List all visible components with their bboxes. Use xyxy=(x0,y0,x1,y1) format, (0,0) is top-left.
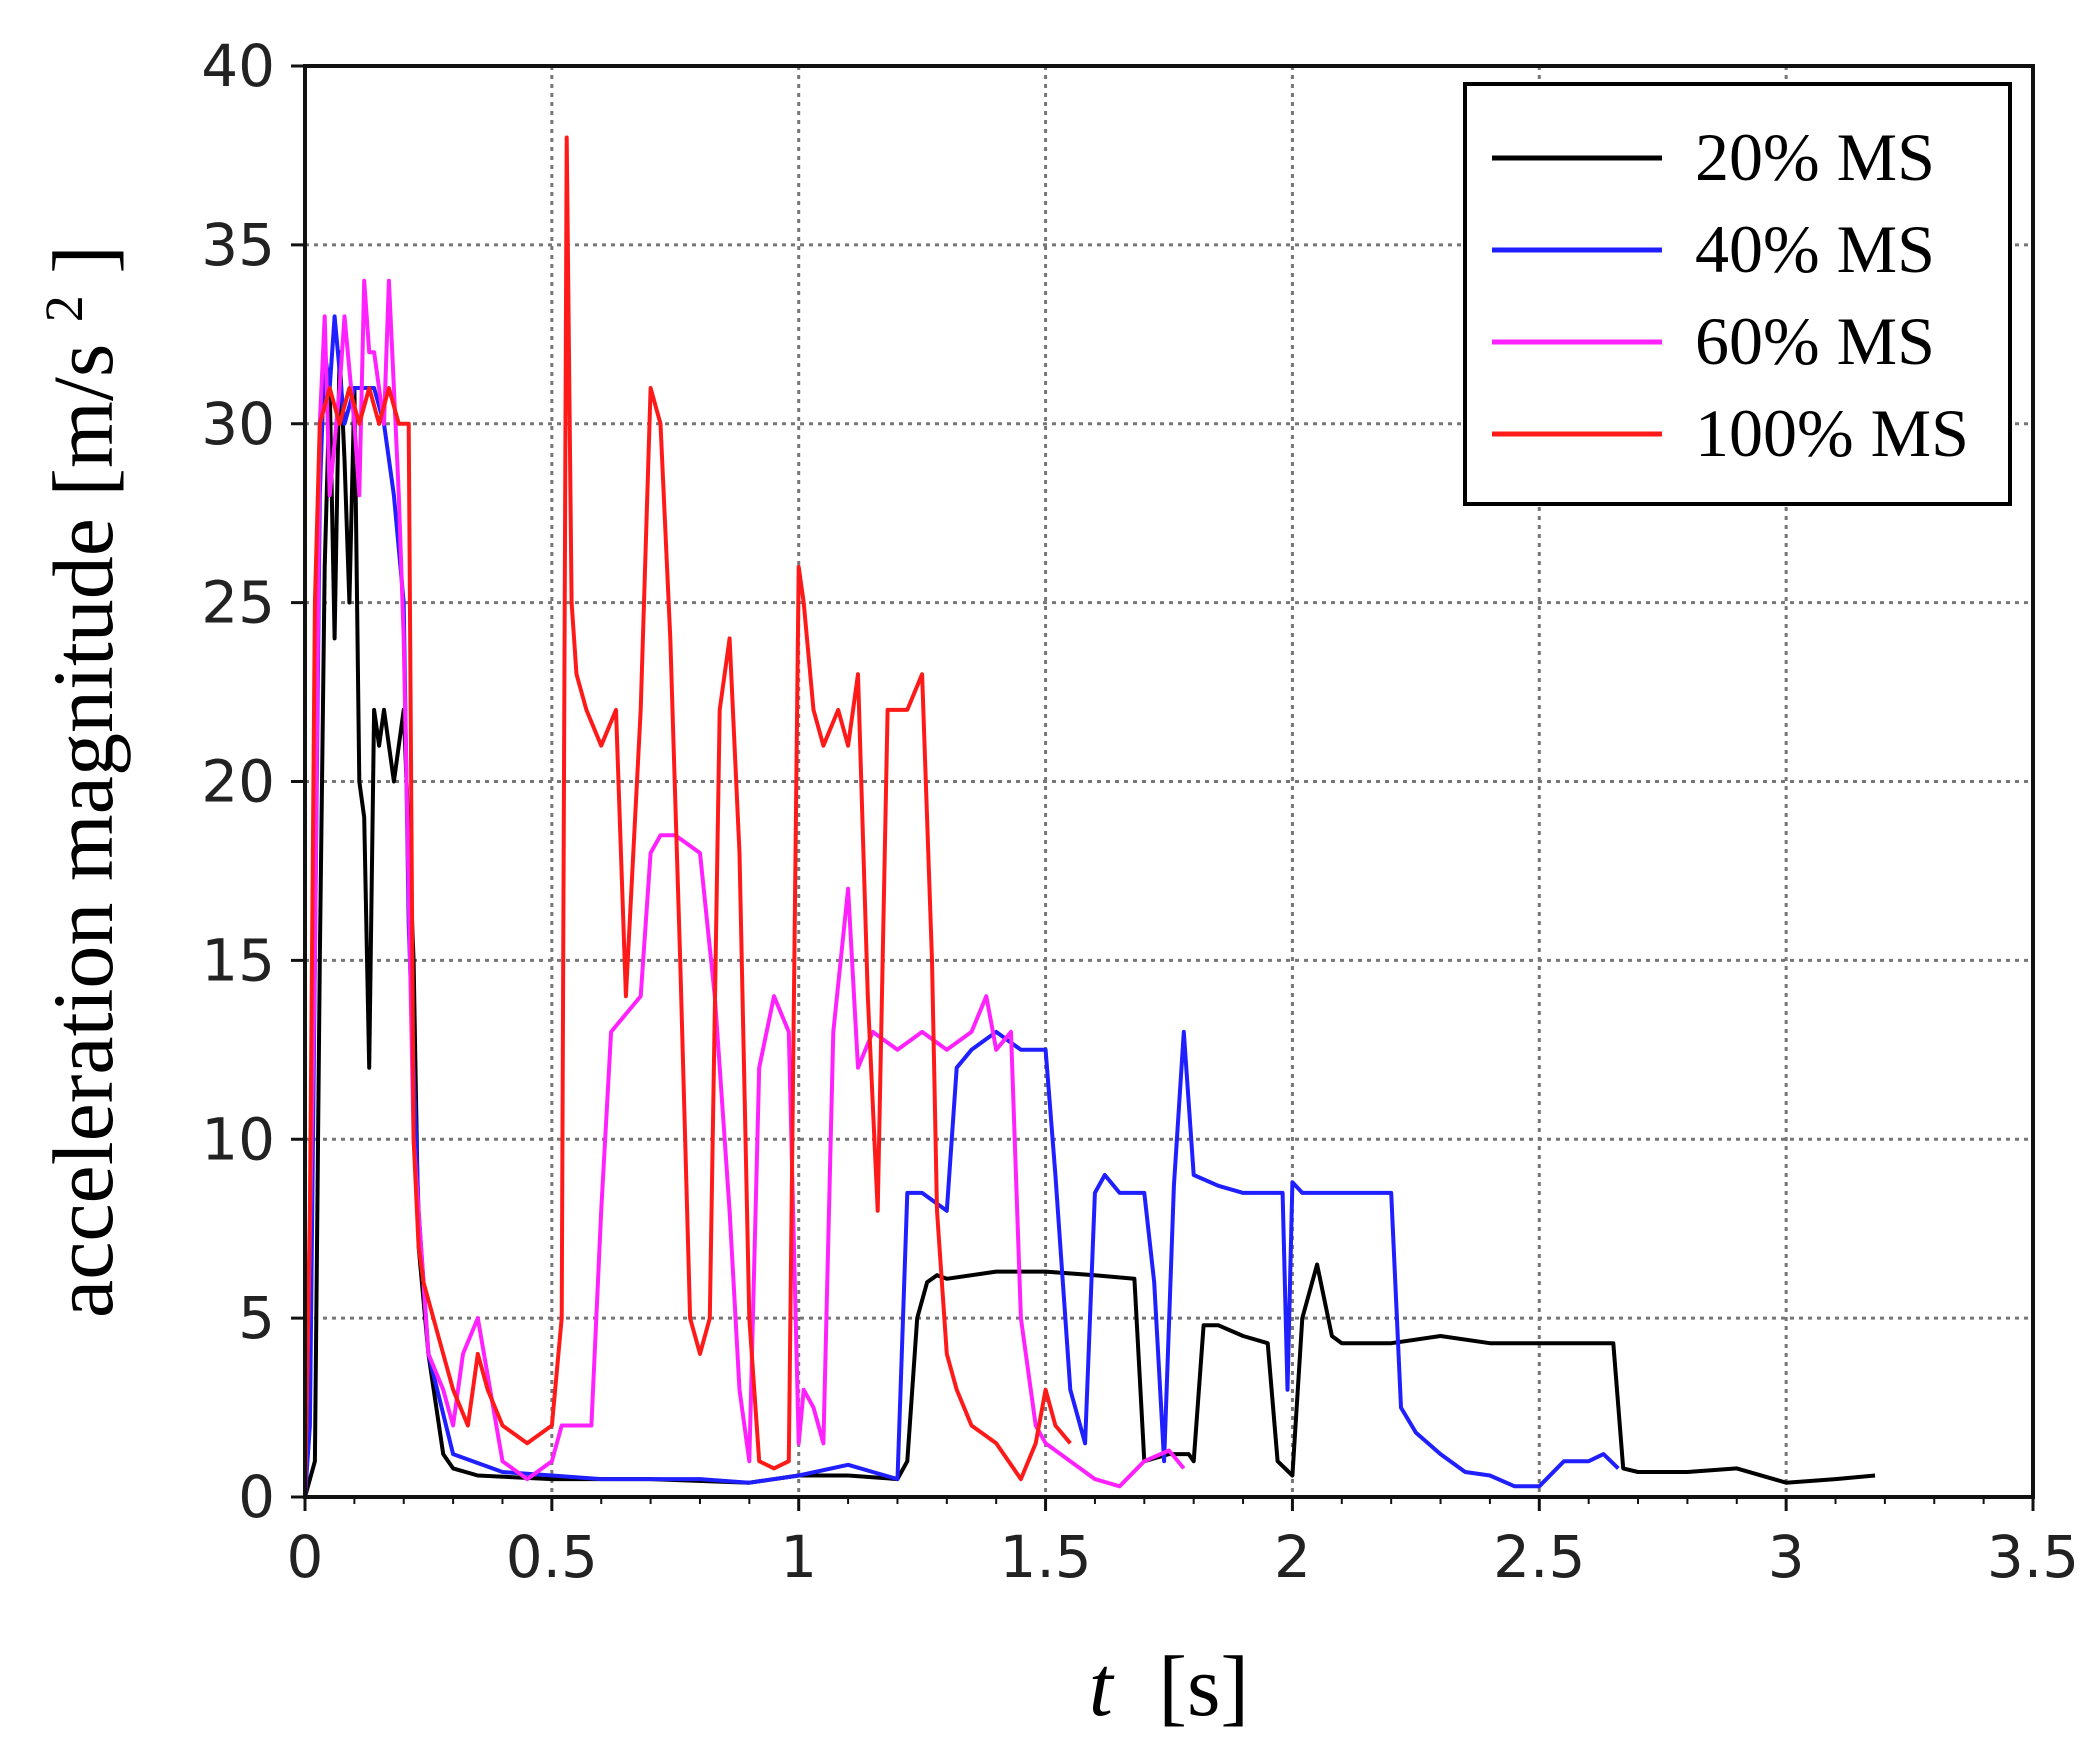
x-axis-title: t [s] xyxy=(1089,1638,1249,1734)
legend: 20% MS 40% MS 60% MS 100% MS xyxy=(1463,82,2012,506)
y-axis-label-superscript: 2 xyxy=(34,295,94,322)
series-layer xyxy=(303,135,1876,1498)
x-tick-label: 2.5 xyxy=(1493,1523,1585,1591)
x-tick-label: 0.5 xyxy=(506,1523,598,1591)
x-tick-label: 3.5 xyxy=(1987,1523,2079,1591)
legend-label-20pct-ms: 20% MS xyxy=(1695,119,1935,195)
series-line-100pct-ms xyxy=(303,135,1072,1498)
series-line-60pct-ms xyxy=(303,278,1186,1498)
x-axis-unit: [s] xyxy=(1158,1638,1249,1734)
ticks xyxy=(291,64,2035,1511)
y-tick-label: 5 xyxy=(238,1284,275,1352)
legend-label-100pct-ms: 100% MS xyxy=(1695,395,1969,471)
x-tick-label: 1 xyxy=(780,1523,817,1591)
y-axis-label-close: ] xyxy=(35,245,131,274)
y-tick-label: 40 xyxy=(201,32,275,100)
x-tick-label: 3 xyxy=(1768,1523,1805,1591)
tick-labels: 0 0.5 1 1.5 2 2.5 3 3.5 0 5 10 15 20 25 30 35 40 xyxy=(201,32,2079,1591)
x-tick-label: 0 xyxy=(287,1523,324,1591)
x-tick-label: 2 xyxy=(1274,1523,1311,1591)
y-tick-label: 15 xyxy=(201,926,275,994)
legend-items: 20% MS 40% MS 60% MS 100% MS xyxy=(1492,119,1969,471)
y-tick-label: 0 xyxy=(238,1463,275,1531)
grid xyxy=(305,66,2033,1497)
series-line-40pct-ms xyxy=(303,314,1620,1498)
legend-label-40pct-ms: 40% MS xyxy=(1695,211,1935,287)
y-tick-label: 35 xyxy=(201,211,275,279)
y-tick-label: 10 xyxy=(201,1105,275,1173)
y-tick-label: 30 xyxy=(201,390,275,458)
legend-label-60pct-ms: 60% MS xyxy=(1695,303,1935,379)
x-axis-symbol: t xyxy=(1089,1638,1115,1734)
y-tick-label: 25 xyxy=(201,569,275,637)
y-tick-label: 20 xyxy=(201,748,275,816)
y-axis-label-text: acceleration magnitude [m/s xyxy=(35,344,131,1318)
series-line-20pct-ms xyxy=(303,350,1876,1498)
y-axis-title: acceleration magnitude [m/s 2 ] xyxy=(34,245,131,1318)
x-tick-label: 1.5 xyxy=(999,1523,1091,1591)
